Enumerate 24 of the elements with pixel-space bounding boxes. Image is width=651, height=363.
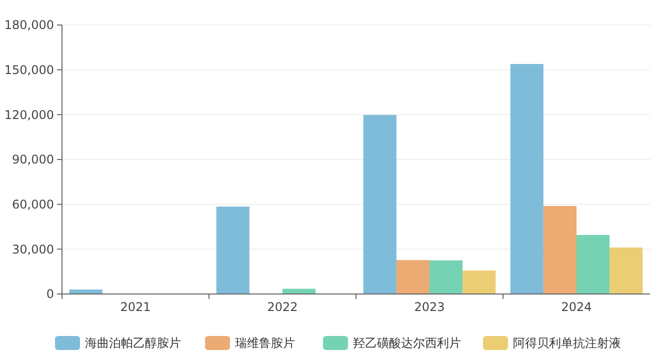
legend-label: 瑞维鲁胺片 bbox=[235, 336, 295, 350]
bar bbox=[576, 234, 610, 294]
bar bbox=[216, 206, 250, 294]
y-tick-label: 0 bbox=[46, 287, 54, 302]
y-tick-label: 180,000 bbox=[4, 18, 54, 32]
legend-label: 羟乙磺酸达尔西利片 bbox=[353, 336, 461, 350]
bar bbox=[462, 270, 496, 294]
bar bbox=[430, 260, 463, 294]
x-tick-label: 2023 bbox=[414, 300, 445, 314]
y-tick-label: 150,000 bbox=[4, 63, 54, 78]
x-tick-label: 2022 bbox=[267, 300, 298, 314]
bar bbox=[610, 248, 643, 294]
x-tick-label: 2024 bbox=[561, 300, 592, 314]
bar bbox=[363, 114, 396, 294]
y-tick-label: 60,000 bbox=[12, 198, 54, 212]
bar bbox=[543, 206, 576, 294]
legend-label: 阿得贝利单抗注射液 bbox=[513, 336, 621, 350]
y-tick-label: 120,000 bbox=[4, 108, 54, 122]
legend-label: 海曲泊帕乙醇胺片 bbox=[85, 336, 181, 350]
y-tick-label: 30,000 bbox=[12, 242, 54, 256]
bar bbox=[396, 260, 430, 294]
x-tick-label: 2021 bbox=[120, 300, 151, 314]
bar bbox=[510, 64, 544, 294]
y-tick-label: 90,000 bbox=[12, 152, 54, 167]
